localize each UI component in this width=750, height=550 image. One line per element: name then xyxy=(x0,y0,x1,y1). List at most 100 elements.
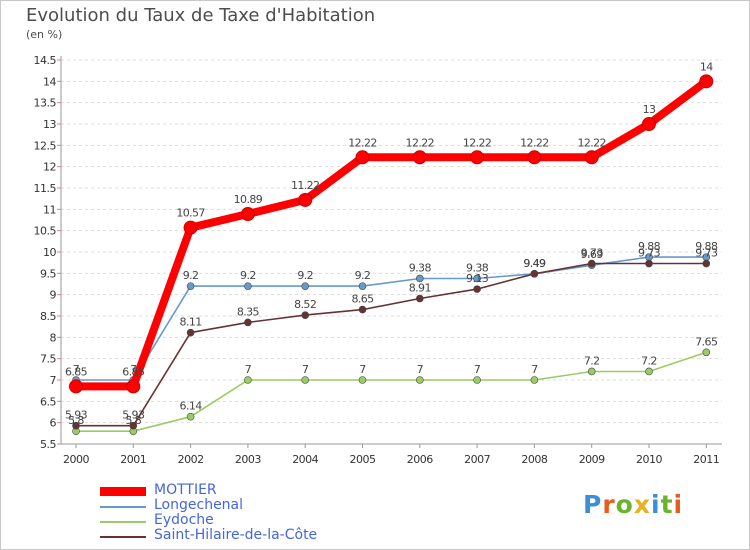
x-tick-label: 2003 xyxy=(235,453,261,466)
x-tick-label: 2011 xyxy=(693,453,719,466)
data-label: 7 xyxy=(531,363,538,376)
data-label: 8.11 xyxy=(180,316,202,329)
y-tick-label: 10.5 xyxy=(34,225,57,238)
data-label: 12.22 xyxy=(463,136,492,149)
data-point xyxy=(358,282,367,290)
legend-swatch xyxy=(100,506,146,508)
data-point xyxy=(240,207,255,222)
logo-letter: i xyxy=(651,490,661,519)
data-label: 13 xyxy=(643,103,656,116)
legend-item-longechenal: Longechenal xyxy=(100,497,360,515)
data-label: 12.22 xyxy=(348,136,377,149)
data-point xyxy=(645,367,653,376)
data-label: 12.22 xyxy=(406,136,435,149)
data-point xyxy=(699,74,714,89)
data-point xyxy=(587,259,596,268)
y-tick-label: 12 xyxy=(43,161,56,174)
data-label: 10.89 xyxy=(234,193,263,206)
y-tick-label: 10 xyxy=(43,246,56,259)
data-label: 7 xyxy=(73,363,80,376)
data-label: 7 xyxy=(474,363,481,376)
data-point xyxy=(301,282,310,290)
series-line xyxy=(75,262,708,427)
legend-swatch xyxy=(100,487,146,496)
y-tick-label: 13 xyxy=(43,118,56,131)
logo-letter: P xyxy=(583,490,603,519)
x-tick-label: 2010 xyxy=(636,453,662,466)
legend-item-mottier: MOTTIER xyxy=(100,482,360,500)
data-label: 9.73 xyxy=(638,247,661,260)
data-label: 9.38 xyxy=(466,261,489,274)
data-label: 7 xyxy=(302,363,309,376)
data-point xyxy=(645,259,653,268)
y-tick-label: 8 xyxy=(50,331,57,344)
logo-letter: r xyxy=(602,490,616,519)
data-point xyxy=(355,150,370,165)
data-point xyxy=(186,282,195,290)
data-label: 9.73 xyxy=(581,247,604,260)
data-point xyxy=(412,150,427,165)
data-point xyxy=(702,348,711,357)
x-tick-label: 2000 xyxy=(63,453,89,466)
logo-letter: x xyxy=(633,490,651,519)
data-label: 14 xyxy=(700,60,713,73)
data-point xyxy=(415,274,424,283)
data-point xyxy=(298,192,313,207)
x-tick-label: 2007 xyxy=(464,453,490,466)
data-label: 12.22 xyxy=(520,136,549,149)
y-tick-label: 8.5 xyxy=(40,310,56,323)
x-tick-label: 2005 xyxy=(350,453,376,466)
data-point xyxy=(358,305,367,314)
y-tick-label: 6 xyxy=(50,417,57,430)
legend-item-saint-hilaire: Saint-Hilaire-de-la-Côte xyxy=(100,527,360,545)
y-tick-label: 14.5 xyxy=(34,54,57,67)
data-label: 7.2 xyxy=(641,354,657,367)
y-tick-label: 7.5 xyxy=(40,353,56,366)
data-point xyxy=(473,285,481,293)
y-tick-label: 12.5 xyxy=(34,139,57,152)
data-label: 12.22 xyxy=(577,136,606,149)
legend-swatch xyxy=(100,536,146,538)
series-line xyxy=(72,77,711,391)
x-tick-label: 2004 xyxy=(292,453,318,466)
data-point xyxy=(72,421,80,430)
data-point xyxy=(473,274,481,283)
data-label: 5.8 xyxy=(68,414,84,427)
data-point xyxy=(186,412,195,421)
data-label: 7.2 xyxy=(584,354,600,367)
data-label: 5.93 xyxy=(122,409,145,422)
data-label: 9.49 xyxy=(523,257,546,270)
data-point xyxy=(530,269,539,278)
y-tick-label: 6.5 xyxy=(40,395,56,408)
data-label: 9.73 xyxy=(695,247,718,260)
data-point xyxy=(415,294,424,303)
data-point xyxy=(415,376,424,384)
data-label: 7 xyxy=(359,363,366,376)
data-label: 11.22 xyxy=(291,179,320,192)
logo-letter: t xyxy=(660,490,674,519)
legend-label: MOTTIER xyxy=(154,482,217,498)
data-label: 7 xyxy=(417,363,424,376)
data-point xyxy=(126,379,141,394)
x-tick-label: 2009 xyxy=(579,453,605,466)
x-tick-label: 2001 xyxy=(120,453,146,466)
data-point xyxy=(473,376,481,384)
data-point xyxy=(587,367,596,376)
data-label: 8.91 xyxy=(409,282,431,295)
data-point xyxy=(642,117,656,131)
data-label: 8.65 xyxy=(351,293,374,306)
legend-label: Eydoche xyxy=(154,512,214,528)
data-label: 5.93 xyxy=(65,409,88,422)
data-label: 6.14 xyxy=(180,400,203,413)
data-point xyxy=(527,150,542,165)
legend-item-eydoche: Eydoche xyxy=(100,512,360,530)
data-label: 9.88 xyxy=(638,240,661,253)
data-label: 6.85 xyxy=(65,365,88,378)
data-label: 9.2 xyxy=(297,269,313,282)
data-point xyxy=(584,150,599,165)
legend-swatch xyxy=(100,521,146,523)
data-point xyxy=(530,376,539,384)
data-point xyxy=(244,318,252,327)
